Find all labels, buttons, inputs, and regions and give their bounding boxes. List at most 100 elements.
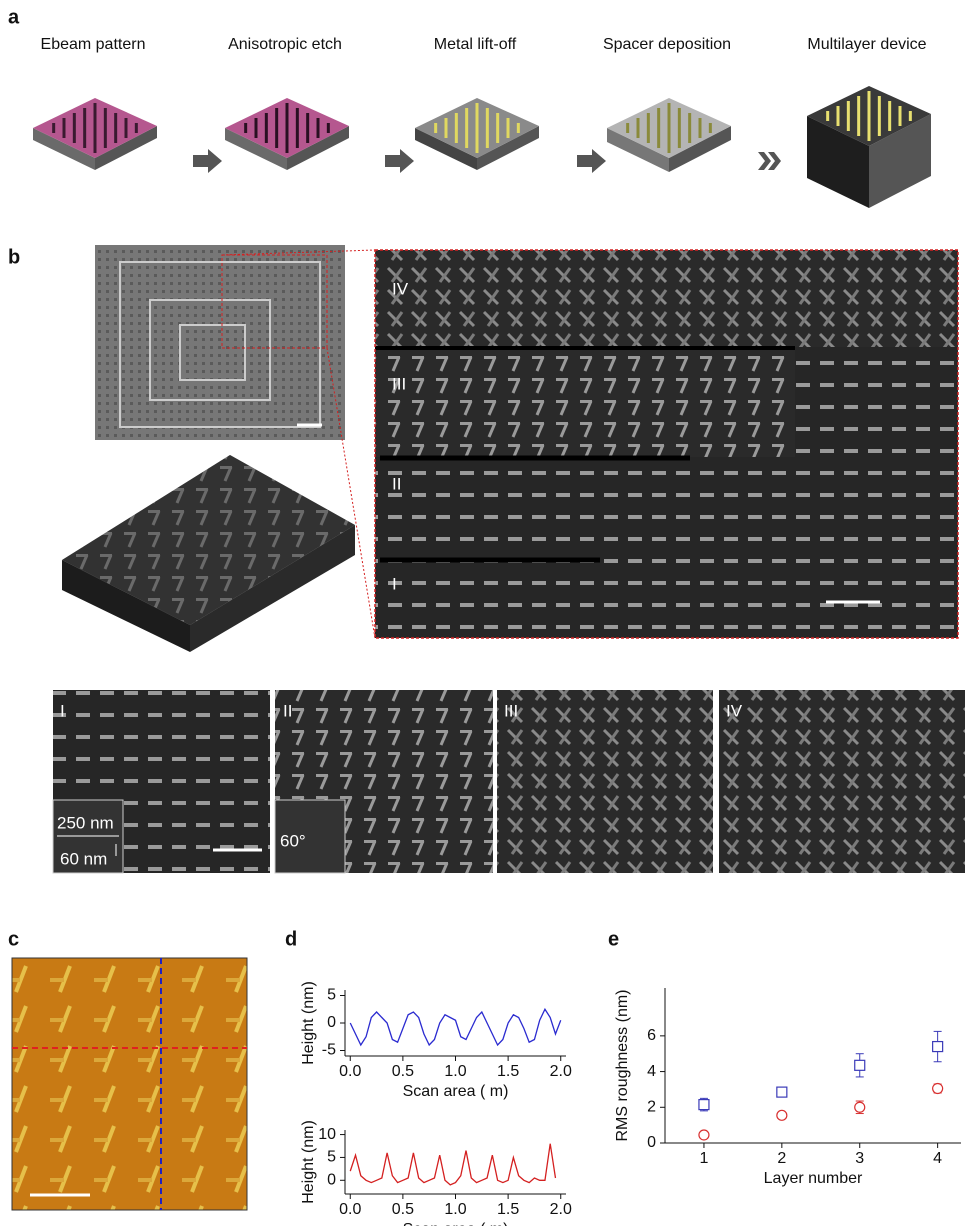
cube-slot: [878, 96, 881, 106]
cube-slot: [83, 138, 86, 148]
cube-slot: [847, 121, 850, 131]
afm-image: [12, 958, 247, 1210]
cube-slot: [104, 138, 107, 148]
x-tick-label: 2: [777, 1150, 786, 1167]
panel-label: d: [285, 928, 297, 950]
cube-slot: [73, 133, 76, 143]
cube-slot: [657, 108, 660, 118]
y-tick-label: 0: [327, 1172, 336, 1189]
cube-slot: [496, 113, 499, 123]
cube-slot: [476, 143, 479, 153]
panel-label: a: [8, 6, 20, 28]
cube-slot: [857, 116, 860, 126]
zoom-line: [327, 348, 375, 638]
device-3d: [62, 455, 355, 652]
data-point: [933, 1042, 943, 1052]
cube-slot: [94, 123, 97, 133]
cube-slot: [517, 123, 520, 133]
step-title: Ebeam pattern: [41, 36, 146, 53]
cube-slot: [476, 113, 479, 123]
x-tick-label: 1.0: [444, 1063, 466, 1080]
cube-slot: [73, 113, 76, 123]
cube-slot: [868, 101, 871, 111]
y-axis-title: Height (nm): [300, 1120, 317, 1204]
panel-label: e: [608, 928, 619, 950]
layer-label: IV: [392, 279, 409, 298]
cube-slot: [688, 113, 691, 123]
tile-label: III: [504, 701, 518, 720]
x-tick-label: 2.0: [550, 1063, 572, 1080]
cube-slot: [647, 123, 650, 133]
layer-label: II: [392, 474, 401, 493]
cube-slot: [275, 128, 278, 138]
cube-slot: [486, 138, 489, 148]
cube-slot: [878, 116, 881, 126]
y-tick-label: 5: [327, 987, 336, 1004]
cube-slot: [94, 143, 97, 153]
cube-slot: [507, 128, 510, 138]
cube-slot: [104, 118, 107, 128]
y-tick-label: 0: [327, 1014, 336, 1031]
cube-slot: [678, 108, 681, 118]
step-title: Spacer deposition: [603, 36, 731, 53]
cube-slot: [286, 133, 289, 143]
cube-slot: [455, 123, 458, 133]
cube-slot: [63, 128, 66, 138]
x-tick-label: 4: [933, 1150, 942, 1167]
cube-slot: [296, 138, 299, 148]
cube-slot: [888, 101, 891, 111]
x-tick-label: 3: [855, 1150, 864, 1167]
cube-slot: [837, 116, 840, 126]
cube-slot: [868, 131, 871, 141]
cube-slot: [899, 116, 902, 126]
cube-slot: [688, 133, 691, 143]
cube-slot: [688, 123, 691, 133]
cube-slot: [73, 123, 76, 133]
tile-label: IV: [726, 701, 743, 720]
cube-slot: [104, 128, 107, 138]
y-tick-label: 2: [647, 1099, 656, 1116]
cube-slot: [699, 128, 702, 138]
cube-slot: [83, 128, 86, 138]
cube-slot: [888, 121, 891, 131]
cube-slot: [657, 138, 660, 148]
cube-slot: [626, 123, 629, 133]
cube-slot: [306, 123, 309, 133]
cube-slot: [899, 106, 902, 116]
cube-slot: [826, 111, 829, 121]
process-illustrations: [33, 86, 931, 208]
cube-slot: [668, 133, 671, 143]
cube-slot: [507, 118, 510, 128]
inset-label: 60 nm: [60, 849, 107, 868]
cube-slot: [878, 106, 881, 116]
cube-slot: [668, 143, 671, 153]
cube-slot: [114, 113, 117, 123]
cube-slot: [125, 128, 128, 138]
y-tick-label: 5: [327, 1149, 336, 1166]
cube-slot: [275, 118, 278, 128]
y-axis-title: RMS roughness (nm): [614, 989, 631, 1141]
cube-slot: [476, 133, 479, 143]
step-title: Anisotropic etch: [228, 36, 342, 53]
cube-slot: [255, 118, 258, 128]
cube-slot: [857, 106, 860, 116]
cube-slot: [465, 118, 468, 128]
cube-slot: [265, 123, 268, 133]
data-point: [855, 1060, 865, 1070]
profile-line: [350, 1009, 560, 1045]
sem-layer: [375, 250, 958, 347]
cube-slot: [63, 118, 66, 128]
data-point: [699, 1130, 709, 1140]
cube-slot: [868, 121, 871, 131]
cube-slot: [496, 123, 499, 133]
profile-line: [350, 1144, 555, 1185]
cube-slot: [847, 111, 850, 121]
cube-slot: [888, 111, 891, 121]
cube-slot: [647, 113, 650, 123]
cube-slot: [668, 103, 671, 113]
cube-slot: [857, 96, 860, 106]
cube-slot: [455, 133, 458, 143]
cube-slot: [52, 123, 55, 133]
cube-slot: [678, 138, 681, 148]
cube-slot: [678, 118, 681, 128]
